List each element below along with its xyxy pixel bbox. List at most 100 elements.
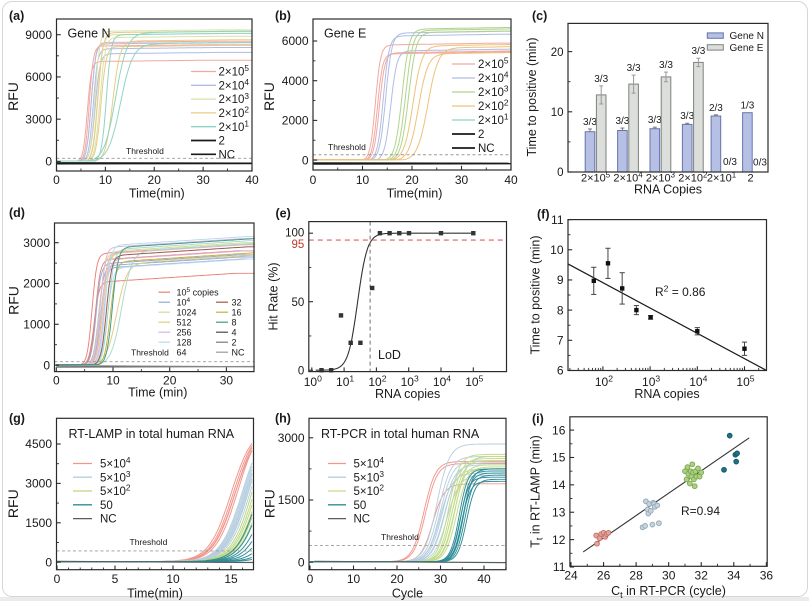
svg-text:Gene E: Gene E xyxy=(324,27,366,41)
svg-text:2×101: 2×101 xyxy=(707,170,736,184)
svg-text:28: 28 xyxy=(629,569,643,583)
svg-text:Gene N: Gene N xyxy=(68,27,111,41)
svg-text:1500: 1500 xyxy=(278,493,305,507)
svg-text:6000: 6000 xyxy=(282,34,309,48)
svg-text:50: 50 xyxy=(292,297,305,309)
svg-text:7: 7 xyxy=(557,334,564,348)
svg-text:0/3: 0/3 xyxy=(753,158,767,169)
svg-text:2: 2 xyxy=(219,136,225,148)
svg-text:15: 15 xyxy=(224,572,238,586)
svg-text:0: 0 xyxy=(53,173,60,187)
svg-text:Threshold: Threshold xyxy=(328,142,366,152)
svg-text:2×105: 2×105 xyxy=(581,170,611,184)
svg-text:0: 0 xyxy=(45,555,52,569)
svg-text:3/3: 3/3 xyxy=(691,46,705,57)
svg-text:Ct in RT-PCR (cycle): Ct in RT-PCR (cycle) xyxy=(611,584,726,600)
svg-text:0: 0 xyxy=(54,572,61,586)
svg-text:2×104: 2×104 xyxy=(478,70,509,85)
svg-text:0: 0 xyxy=(310,173,317,187)
svg-text:15: 15 xyxy=(552,451,566,465)
svg-text:3/3: 3/3 xyxy=(583,117,597,128)
svg-text:Time to positive (min): Time to positive (min) xyxy=(529,235,543,354)
svg-text:2000: 2000 xyxy=(23,277,50,291)
svg-text:NC: NC xyxy=(219,149,236,161)
svg-text:10: 10 xyxy=(550,243,564,257)
svg-text:3000: 3000 xyxy=(278,431,305,445)
svg-text:0: 0 xyxy=(53,374,60,388)
svg-text:4: 4 xyxy=(232,327,237,337)
svg-text:20: 20 xyxy=(405,173,419,187)
svg-text:(i): (i) xyxy=(532,412,544,426)
svg-text:RFU: RFU xyxy=(5,489,21,518)
svg-text:9000: 9000 xyxy=(25,28,52,42)
svg-text:2×105: 2×105 xyxy=(478,56,509,71)
svg-text:4500: 4500 xyxy=(25,437,52,451)
svg-text:26: 26 xyxy=(597,569,611,583)
svg-text:3000: 3000 xyxy=(23,236,50,250)
svg-text:(e): (e) xyxy=(276,207,291,221)
svg-text:1/3: 1/3 xyxy=(740,101,754,112)
svg-text:RNA Copies: RNA Copies xyxy=(634,183,702,197)
svg-text:2/3: 2/3 xyxy=(709,103,723,114)
svg-text:Threshold: Threshold xyxy=(381,532,419,542)
svg-text:34: 34 xyxy=(727,569,741,583)
svg-text:10: 10 xyxy=(99,173,113,187)
svg-text:32: 32 xyxy=(232,297,242,307)
svg-text:0: 0 xyxy=(557,167,563,179)
svg-text:8: 8 xyxy=(232,317,237,327)
svg-text:NC: NC xyxy=(478,143,495,155)
svg-text:3/3: 3/3 xyxy=(594,74,608,85)
svg-text:(g): (g) xyxy=(9,412,25,426)
svg-text:13: 13 xyxy=(552,505,566,519)
svg-text:RNA copies: RNA copies xyxy=(634,387,699,401)
svg-text:0: 0 xyxy=(307,572,314,586)
svg-text:3000: 3000 xyxy=(25,477,52,491)
svg-text:RNA copies: RNA copies xyxy=(375,387,440,401)
svg-text:30: 30 xyxy=(220,374,234,388)
svg-text:128: 128 xyxy=(177,337,192,347)
svg-text:2: 2 xyxy=(232,337,237,347)
svg-text:40: 40 xyxy=(245,173,259,187)
svg-text:Time(min): Time(min) xyxy=(387,187,443,201)
svg-text:2×101: 2×101 xyxy=(478,112,509,127)
svg-text:2×103: 2×103 xyxy=(219,91,250,106)
svg-text:20: 20 xyxy=(390,572,404,586)
svg-text:3/3: 3/3 xyxy=(648,115,662,126)
svg-text:20: 20 xyxy=(163,374,177,388)
svg-text:512: 512 xyxy=(177,317,192,327)
svg-text:3/3: 3/3 xyxy=(659,60,673,71)
svg-text:R2 = 0.86: R2 = 0.86 xyxy=(655,283,706,299)
svg-text:2×103: 2×103 xyxy=(478,84,509,99)
svg-text:(f): (f) xyxy=(537,208,550,222)
svg-text:11: 11 xyxy=(551,213,564,227)
svg-text:4000: 4000 xyxy=(282,74,309,88)
svg-text:2×104: 2×104 xyxy=(613,170,643,184)
svg-text:20: 20 xyxy=(551,47,564,59)
svg-text:2×102: 2×102 xyxy=(219,105,250,120)
svg-text:Threshold: Threshold xyxy=(130,537,168,547)
svg-text:5×104: 5×104 xyxy=(100,455,131,470)
svg-text:0: 0 xyxy=(45,155,52,169)
svg-text:Threshold: Threshold xyxy=(126,146,164,156)
svg-text:RT-PCR in total human RNA: RT-PCR in total human RNA xyxy=(321,427,480,441)
svg-text:10: 10 xyxy=(551,107,564,119)
svg-text:30: 30 xyxy=(196,173,210,187)
svg-text:NC: NC xyxy=(232,347,245,357)
svg-text:104: 104 xyxy=(177,297,191,307)
svg-text:Time(min): Time(min) xyxy=(127,587,183,601)
svg-text:RFU: RFU xyxy=(6,286,22,315)
svg-text:3/3: 3/3 xyxy=(627,63,641,74)
svg-text:2×101: 2×101 xyxy=(219,118,250,133)
svg-text:10: 10 xyxy=(106,374,120,388)
svg-text:1024: 1024 xyxy=(177,307,197,317)
svg-text:6000: 6000 xyxy=(25,70,52,84)
svg-text:30: 30 xyxy=(455,173,469,187)
svg-text:Hit Rate (%): Hit Rate (%) xyxy=(267,262,281,330)
svg-text:95: 95 xyxy=(292,239,305,251)
svg-text:105: 105 xyxy=(465,373,483,389)
svg-text:0/3: 0/3 xyxy=(723,157,737,168)
svg-text:(b): (b) xyxy=(275,9,291,23)
svg-text:Threshold: Threshold xyxy=(131,347,169,357)
svg-text:256: 256 xyxy=(177,327,192,337)
svg-text:50: 50 xyxy=(354,500,367,512)
